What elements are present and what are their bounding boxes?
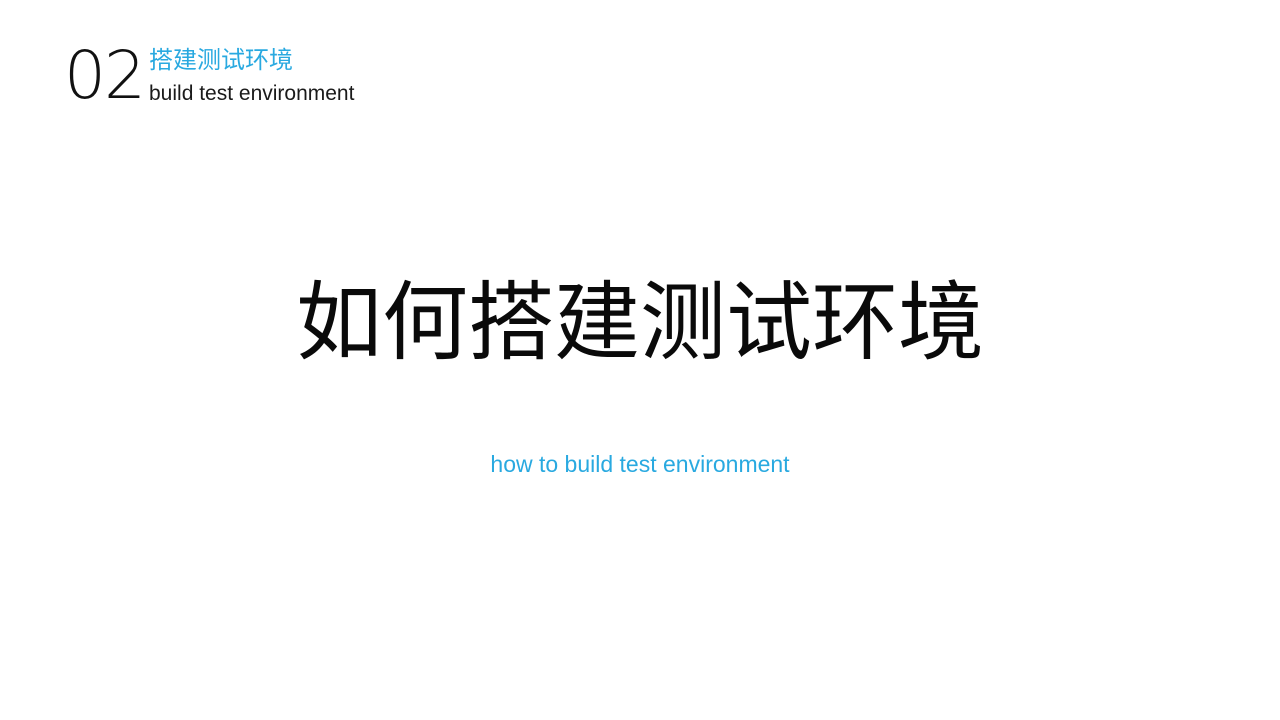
main-title: 如何搭建测试环境 xyxy=(296,273,984,373)
section-title-chinese: 搭建测试环境 xyxy=(149,46,293,74)
section-number: 02 xyxy=(64,37,146,114)
section-title-english: build test environment xyxy=(149,82,355,105)
subtitle: how to build test environment xyxy=(490,451,790,477)
